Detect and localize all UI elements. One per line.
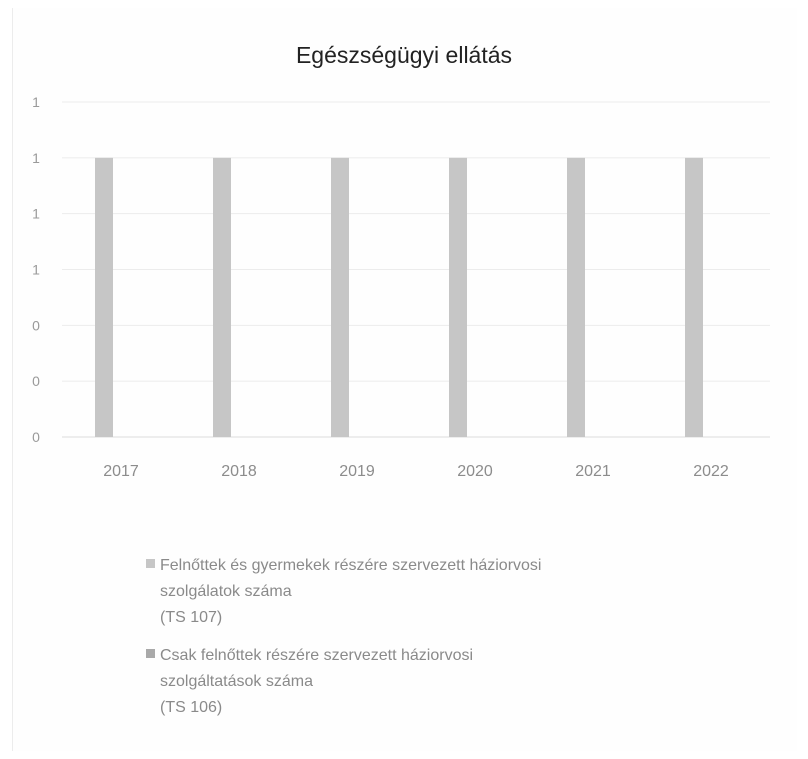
- bar: [331, 157, 349, 438]
- bars: [95, 157, 703, 438]
- y-tick-label: 1: [32, 206, 40, 222]
- y-tick-label: 1: [32, 94, 40, 110]
- legend-label-line: szolgálatok száma: [160, 583, 292, 600]
- bar: [213, 157, 231, 438]
- legend-item-ts106: Csak felnőttek részére szervezett házior…: [146, 643, 746, 721]
- x-axis-ticks: 2017 2018 2019 2020 2021 2022: [103, 463, 729, 480]
- legend-label-line: szolgáltatások száma: [160, 673, 313, 690]
- gridlines: [62, 101, 770, 438]
- bar: [95, 157, 113, 438]
- bar: [567, 157, 585, 438]
- chart-title: Egészségügyi ellátás: [295, 42, 513, 68]
- x-tick-label: 2021: [575, 463, 611, 480]
- legend-swatch-ts106: [146, 649, 155, 658]
- legend: Felnőttek és gyermekek részére szervezet…: [146, 553, 746, 733]
- y-tick-label: 0: [32, 317, 40, 333]
- x-tick-label: 2019: [339, 463, 375, 480]
- x-tick-label: 2022: [693, 463, 729, 480]
- legend-item-ts107: Felnőttek és gyermekek részére szervezet…: [146, 553, 746, 631]
- legend-label-ts107: Felnőttek és gyermekek részére szervezet…: [160, 553, 541, 631]
- bar: [685, 157, 703, 438]
- x-tick-label: 2018: [221, 463, 257, 480]
- legend-label-line: Csak felnőttek részére szervezett házior…: [160, 647, 474, 664]
- y-tick-label: 1: [32, 150, 40, 166]
- legend-label-line: Felnőttek és gyermekek részére szervezet…: [160, 557, 542, 574]
- y-tick-label: 0: [32, 373, 40, 389]
- x-tick-label: 2020: [457, 463, 493, 480]
- legend-label-line: (TS 107): [160, 609, 223, 626]
- chart-area: [12, 8, 797, 751]
- legend-label-line: (TS 106): [160, 699, 223, 716]
- legend-label-ts106: Csak felnőttek részére szervezett házior…: [160, 643, 473, 721]
- y-tick-label: 0: [32, 429, 40, 445]
- x-tick-label: 2017: [103, 463, 139, 480]
- y-axis-ticks: 0 0 0 1 1 1 1: [32, 94, 40, 445]
- legend-swatch-ts107: [146, 559, 155, 568]
- bar: [449, 157, 467, 438]
- y-tick-label: 1: [32, 262, 40, 278]
